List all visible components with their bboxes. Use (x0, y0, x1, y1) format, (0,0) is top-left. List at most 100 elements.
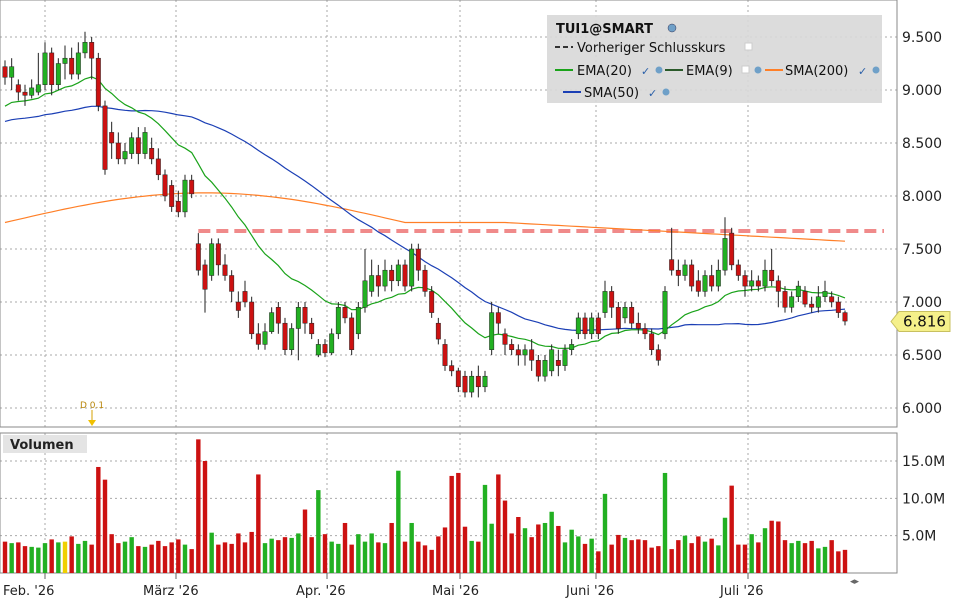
candle[interactable] (802, 286, 808, 308)
volume-bar[interactable] (149, 544, 154, 573)
volume-bar[interactable] (356, 534, 361, 573)
candle[interactable] (702, 270, 708, 297)
candle[interactable] (609, 286, 615, 318)
volume-bar[interactable] (836, 551, 841, 573)
volume-bar[interactable] (2, 541, 8, 573)
candle[interactable] (689, 259, 695, 292)
candle[interactable] (375, 264, 381, 297)
candle[interactable] (22, 84, 28, 106)
volume-bar[interactable] (82, 540, 88, 573)
candle[interactable] (569, 339, 575, 355)
candle[interactable] (402, 259, 408, 292)
volume-bar[interactable] (569, 529, 574, 573)
volume-bar[interactable] (576, 536, 581, 573)
candle[interactable] (42, 42, 48, 90)
sma200-settings-icon[interactable] (872, 66, 880, 74)
candle[interactable] (309, 317, 315, 340)
candle[interactable] (189, 174, 195, 199)
volume-bar[interactable] (656, 546, 661, 573)
volume-bar[interactable] (596, 551, 601, 573)
candle[interactable] (669, 227, 675, 276)
volume-bar[interactable] (296, 533, 301, 573)
volume-bar[interactable] (736, 544, 741, 573)
candle[interactable] (102, 100, 108, 175)
candle[interactable] (735, 259, 741, 281)
candle[interactable] (135, 127, 141, 165)
candle[interactable] (775, 275, 781, 308)
candle[interactable] (275, 302, 281, 334)
candle[interactable] (662, 286, 668, 340)
volume-bar[interactable] (162, 546, 168, 573)
dividend-marker[interactable]: D 0.1 (80, 401, 104, 426)
volume-bar[interactable] (582, 543, 588, 573)
volume-bar[interactable] (342, 522, 348, 573)
volume-bar[interactable] (802, 543, 808, 573)
volume-bar[interactable] (689, 543, 694, 573)
volume-bar[interactable] (76, 543, 81, 573)
volume-bar[interactable] (96, 466, 101, 573)
volume-bar[interactable] (536, 524, 541, 573)
candle[interactable] (442, 339, 448, 371)
sma50-check-icon[interactable]: ✓ (648, 87, 657, 100)
candle[interactable] (469, 370, 475, 398)
candle[interactable] (195, 233, 201, 276)
candle[interactable] (355, 302, 361, 340)
volume-bar[interactable] (816, 548, 821, 573)
candle[interactable] (829, 291, 835, 308)
candle[interactable] (262, 323, 268, 350)
volume-bar[interactable] (702, 541, 708, 573)
candle[interactable] (742, 270, 748, 297)
candle[interactable] (229, 270, 235, 302)
candle[interactable] (122, 143, 128, 165)
volume-bar[interactable] (589, 538, 594, 573)
volume-bar[interactable] (629, 540, 634, 573)
candle[interactable] (715, 259, 721, 292)
candle[interactable] (149, 137, 155, 165)
volume-bar[interactable] (509, 533, 514, 573)
candle[interactable] (422, 264, 428, 297)
candle[interactable] (762, 259, 768, 292)
volume-bar[interactable] (302, 509, 308, 573)
volume-bar[interactable] (229, 543, 234, 573)
candle[interactable] (595, 312, 601, 340)
volume-bar[interactable] (602, 493, 608, 573)
sma200-check-icon[interactable]: ✓ (858, 65, 867, 78)
candle[interactable] (749, 270, 755, 292)
candle[interactable] (155, 148, 161, 181)
candle[interactable] (729, 227, 735, 271)
volume-bar[interactable] (709, 538, 714, 573)
volume-bar[interactable] (316, 490, 321, 573)
volume-bar[interactable] (769, 520, 774, 573)
candle[interactable] (89, 37, 95, 80)
volume-bar[interactable] (416, 541, 421, 573)
volume-bar[interactable] (636, 539, 641, 573)
volume-bar[interactable] (742, 544, 748, 573)
candle[interactable] (15, 79, 21, 101)
candle[interactable] (235, 291, 241, 318)
ema9-toggle-icon[interactable] (741, 65, 750, 74)
volume-bar[interactable] (676, 540, 681, 573)
volume-bar[interactable] (422, 545, 428, 573)
volume-bar[interactable] (256, 474, 261, 573)
symbol-info-icon[interactable] (667, 23, 677, 33)
candle[interactable] (222, 254, 228, 281)
candle[interactable] (675, 259, 681, 287)
candle[interactable] (389, 264, 395, 292)
volume-bar[interactable] (102, 479, 108, 573)
candle[interactable] (462, 370, 468, 398)
candle[interactable] (75, 42, 81, 80)
volume-bar[interactable] (776, 521, 781, 573)
volume-bar[interactable] (56, 542, 61, 573)
candle[interactable] (202, 259, 208, 313)
volume-bar[interactable] (22, 546, 28, 573)
volume-bar[interactable] (349, 544, 354, 573)
volume-bar[interactable] (182, 544, 188, 573)
volume-bar[interactable] (376, 542, 381, 573)
candle[interactable] (2, 60, 8, 85)
candle[interactable] (9, 58, 15, 90)
volume-bar[interactable] (69, 536, 74, 573)
candle[interactable] (789, 291, 795, 313)
candle[interactable] (415, 243, 421, 281)
scroll-right-icon[interactable]: ◂▸ (850, 577, 860, 587)
